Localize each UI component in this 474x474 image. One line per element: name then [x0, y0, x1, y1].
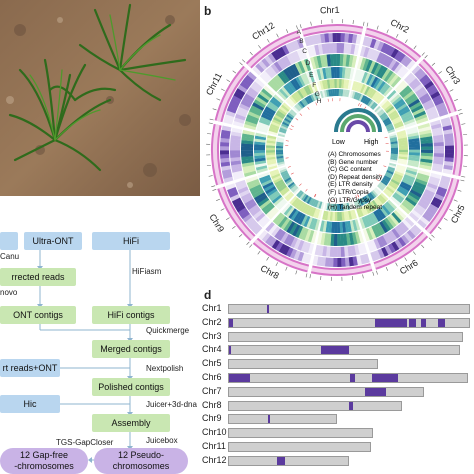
tgs-gapcloser-label: TGS-GapCloser [56, 438, 114, 447]
plant-photo-image [0, 0, 200, 196]
hifi-box: HiFi [92, 232, 170, 250]
gap-region-segment [229, 374, 251, 382]
legend-item: (A) Chromosomes [328, 151, 381, 158]
flowchart-arrows [37, 241, 133, 463]
gap-region-segment [229, 346, 232, 355]
legend-item: (B) Gene number [328, 158, 379, 166]
track-letter: E [309, 71, 314, 79]
circos-plot: b A B C D E F G H Chr1 Chr2 Chr3 Chr5 Chr6 Chr8 Chr9 Ch… [200, 0, 474, 288]
track-letter: H [316, 97, 322, 105]
gap-region-segment [349, 401, 353, 410]
legend-list: (A) Chromosomes (B) Gene number (C) GC con… [328, 151, 418, 212]
track-letter: G [314, 90, 320, 98]
short-reads-box: rt reads+ONT [0, 359, 60, 377]
chromosome-bar [228, 386, 424, 397]
gap-region-segment [267, 415, 270, 424]
juicebox-label: Juicebox [146, 436, 178, 445]
chromosome-bar [228, 428, 373, 439]
gap-region-segment [276, 456, 285, 465]
legend-item: (H) Tandem repeat [328, 204, 383, 212]
gap-region-segment [267, 305, 270, 313]
legend-high: High [364, 139, 379, 146]
panel-label-d: d [204, 288, 212, 302]
legend-item: (E) LTR density [328, 181, 373, 189]
gap-region-segment [375, 318, 407, 327]
track-letter: B [299, 38, 304, 46]
assembly-box: Assembly [92, 414, 170, 432]
bar-label: Chr4 [202, 344, 222, 355]
ultra-ont-box: Ultra-ONT [24, 232, 82, 250]
bar-label: Chr7 [202, 385, 222, 396]
quickmerge-label: Quickmerge [146, 326, 190, 335]
gap-region-segment [437, 318, 445, 327]
bar-label: Chr2 [202, 316, 222, 327]
chromosome-bar [228, 400, 402, 411]
input-box-left-edge [0, 232, 18, 250]
gap-region-segment [229, 318, 233, 327]
chromosome-label: Chr1 [319, 4, 340, 16]
gap-region-segment [323, 346, 349, 355]
polished-contigs-box: Polished contigs [92, 378, 170, 396]
nextpolish-label: Nextpolish [146, 364, 184, 373]
chromosome-bar [228, 442, 371, 452]
track-letter: A [296, 28, 301, 36]
gap-region-segment [364, 387, 387, 396]
juicer-label: Juicer+3d-dna [146, 400, 197, 409]
bar-label: Chr3 [202, 330, 222, 341]
hifiasm-label: HiFiasm [132, 267, 162, 276]
pseudo-chromosomes-box: 12 Pseudo- chromosomes [94, 448, 188, 474]
chromosome-bar [228, 304, 470, 314]
legend-item: (G) LTR/Gypsy [328, 196, 372, 204]
gap-free-chromosomes-box: 12 Gap-free -chromosomes [0, 448, 88, 474]
bar-label: Chr9 [202, 413, 222, 424]
legend-gradient-arcs [334, 108, 382, 133]
chromosome-bar [228, 331, 463, 342]
denovo-label: novo [0, 288, 18, 297]
track-letter: F [312, 82, 317, 90]
bar-label: Chr12 [202, 454, 227, 465]
bar-label: Chr1 [202, 303, 222, 313]
track-letter: C [302, 48, 307, 56]
legend-item: (F) LTR/Copia [328, 188, 369, 196]
chromosome-bar [228, 455, 349, 466]
track-letter: D [305, 59, 311, 67]
chromosome-bar [228, 359, 378, 370]
hifi-contigs-box: HiFi contigs [92, 306, 170, 324]
bar-label: Chr5 [202, 358, 222, 369]
hic-box: Hic [0, 395, 60, 413]
gap-region-segment [321, 346, 323, 355]
merged-contigs-box: Merged contigs [92, 340, 170, 358]
assembly-flowchart: Ultra-ONT HiFi Canu HiFiasm rrected read… [0, 222, 200, 474]
gap-region-segment [350, 374, 356, 382]
circos-svg [206, 19, 468, 281]
panel-label-b: b [204, 4, 212, 18]
legend-item: (D) Repeat density [328, 173, 383, 181]
canu-label: Canu [0, 252, 20, 261]
circos-legend: Low High (A) Chromosomes (B) Gene number(… [328, 104, 418, 212]
gap-region-segment [371, 374, 398, 382]
chromosome-bar [228, 373, 468, 383]
plant-photo [0, 0, 200, 196]
gap-region-segment [421, 318, 426, 327]
legend-item: (C) GC content [328, 166, 372, 174]
legend-low: Low [332, 139, 345, 146]
ont-contigs-box: ONT contigs [0, 306, 76, 324]
chromosome-bar [228, 345, 460, 356]
bar-label: Chr10 [202, 427, 227, 438]
bar-label: Chr6 [202, 372, 222, 382]
chromosome-bar [228, 414, 337, 425]
bar-label: Chr8 [202, 399, 222, 410]
gap-region-segment [409, 318, 417, 327]
bar-label: Chr11 [202, 441, 226, 451]
corrected-reads-box: rrected reads [0, 268, 76, 286]
chromosome-bar-chart: d Chr1 Chr2 Chr3 Chr4 Chr5 Chr6 Chr7 Chr8 Chr9 Ch… [200, 288, 474, 474]
chromosome-bar [228, 317, 470, 328]
